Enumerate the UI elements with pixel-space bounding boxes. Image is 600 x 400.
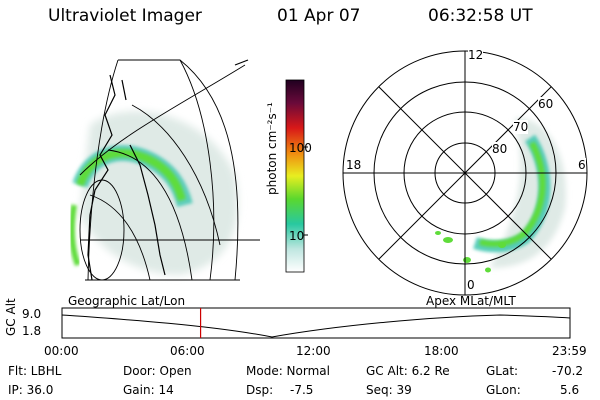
dsp-label: Dsp: [246,383,274,397]
time-tick-1800: 18:00 [424,344,459,358]
coastline-fragment [234,59,249,66]
instrument-title: Ultraviolet Imager [48,6,202,26]
polar-mlt-plot [342,50,588,296]
polar-faint-emission [490,118,566,268]
colorbar [285,79,308,273]
mlt-label-12: 12 [468,48,484,62]
coastline [87,74,166,281]
polar-grid [342,50,588,296]
mode-status: Mode: Normal [246,364,330,378]
mlt-label-18: 18 [346,158,362,172]
timeline-ymin: 1.8 [22,324,42,338]
time-tick-2359: 23:59 [552,344,587,358]
timeline-frame [61,307,571,339]
polar-aurora-patches [435,231,506,273]
glon-label: GLon: [486,383,521,397]
date-label: 01 Apr 07 [277,6,361,26]
altitude-timeline [61,307,571,339]
colorbar-tick-100: 100 [289,141,312,155]
glat-label: GLat: [486,364,519,378]
colorbar-unit-label: photon cm⁻²s⁻¹ [265,102,279,195]
ip-status: IP: 36.0 [8,383,54,397]
filter-status: Flt: LBHL [8,364,62,378]
gain-status: Gain: 14 [123,383,174,397]
colorbar-tick-10: 10 [289,229,305,243]
colorbar-ticks [304,146,308,236]
polar-aurora-core [479,141,546,247]
aurora-band-left [68,204,81,267]
mlt-label-6: 6 [578,158,586,172]
time-label: 06:32:58 UT [428,6,533,26]
geographic-label: Geographic Lat/Lon [68,294,186,308]
geographic-map-panel [68,59,260,281]
glon-value: 5.6 [560,383,580,397]
time-tick-0600: 06:00 [170,344,205,358]
door-status: Door: Open [123,364,192,378]
colorbar-scale [285,79,305,273]
dsp-value: -7.5 [290,383,314,397]
gc-alt-axis-label: GC Alt [4,298,18,336]
apex-label: Apex MLat/MLT [426,294,516,308]
seq-status: Seq: 39 [366,383,412,397]
glat-value: -70.2 [552,364,584,378]
timeline-ymax: 9.0 [22,307,42,321]
mlt-label-0: 0 [467,278,475,292]
gc-alt-status: GC Alt: 6.2 Re [366,364,450,378]
altitude-curve [61,314,571,338]
lat-label-80: 80 [492,142,508,156]
aurora-band-core [76,149,186,202]
lat-label-70: 70 [513,120,529,134]
time-tick-0000: 00:00 [44,344,79,358]
time-tick-1200: 12:00 [296,344,331,358]
lat-label-60: 60 [538,97,554,111]
